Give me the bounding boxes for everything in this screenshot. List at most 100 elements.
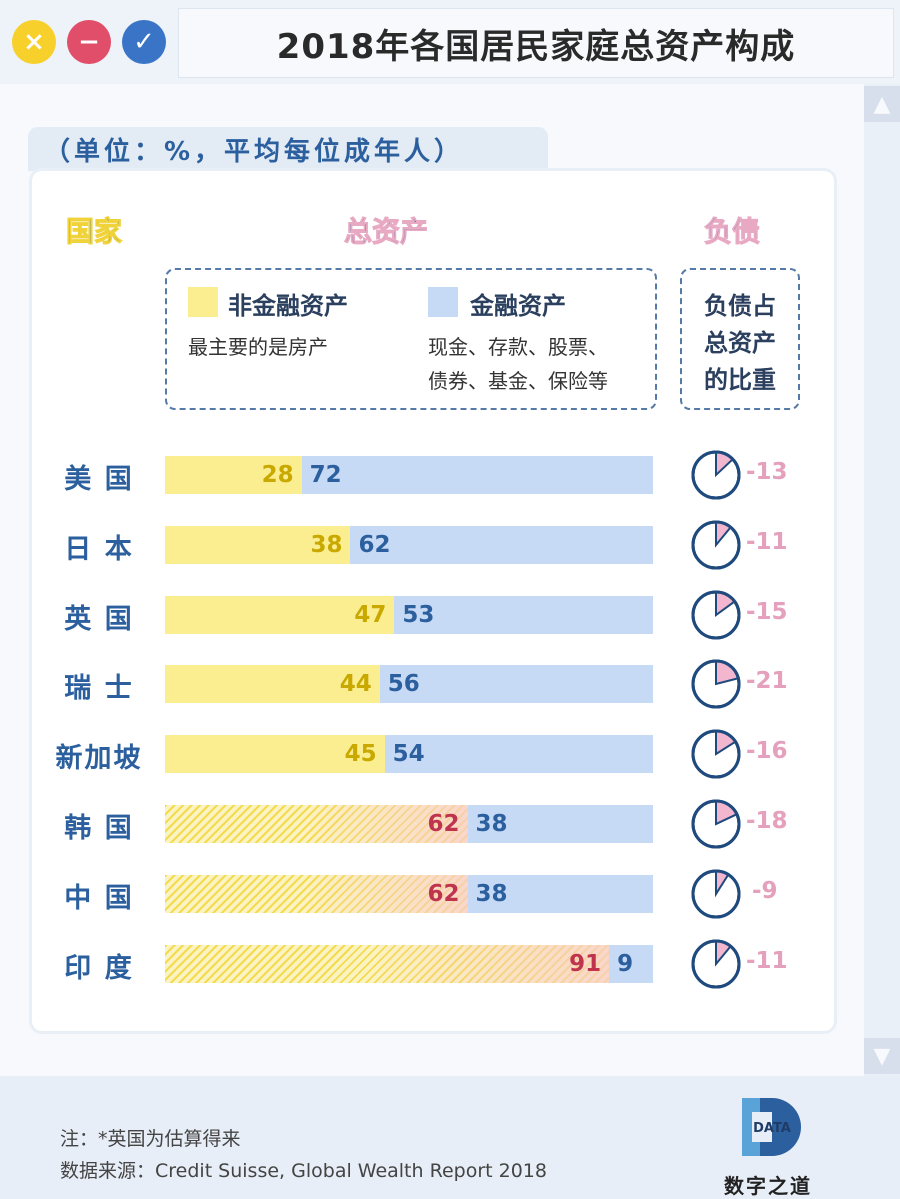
legend-debt-line3: 的比重 — [704, 366, 776, 394]
country-label: 美 国 — [64, 464, 134, 495]
value-label-nonfinancial: 38 — [310, 532, 343, 558]
legend-swatch-nonfinancial — [188, 287, 218, 317]
scroll-up-button[interactable]: ▲ — [864, 86, 900, 122]
debt-pie-outline — [691, 939, 741, 989]
close-icon: × — [23, 27, 45, 57]
debt-pie — [691, 799, 741, 849]
legend-financial-desc-2: 债券、基金、保险等 — [428, 369, 608, 393]
legend-assets-box — [165, 268, 657, 410]
header-country: 国家 — [65, 215, 123, 249]
country-label: 印 度 — [64, 953, 134, 984]
value-label-financial: 72 — [309, 462, 342, 488]
value-label-nonfinancial: 91 — [569, 951, 602, 977]
page-title: 2018年各国居民家庭总资产构成 — [178, 8, 894, 78]
bar-nonfinancial-highlight — [301, 875, 468, 913]
checkmark-icon: ✓ — [133, 27, 155, 57]
legend-debt-line2: 总资产 — [704, 329, 776, 357]
brand-name: 数字之道 — [724, 1174, 812, 1198]
footnote: 注：*英国为估算得来 — [60, 1128, 241, 1150]
unit-tab — [28, 127, 548, 171]
value-label-nonfinancial: 62 — [427, 881, 460, 907]
debt-value-label: -13 — [746, 459, 788, 485]
close-button[interactable]: × — [12, 20, 56, 64]
country-label: 英 国 — [64, 604, 134, 635]
legend-swatch-financial — [428, 287, 458, 317]
debt-pie — [691, 939, 741, 989]
bar-row: 44 56 — [165, 665, 653, 703]
value-label-financial: 38 — [475, 881, 508, 907]
bar-financial — [385, 735, 653, 773]
bar-row: 62 38 — [165, 875, 653, 913]
minimize-icon: − — [78, 27, 100, 57]
country-label: 日 本 — [64, 534, 134, 565]
arrow-down-icon: ▼ — [873, 1043, 891, 1069]
bar-nonfinancial — [165, 526, 351, 564]
logo-text: DATA — [753, 1121, 791, 1136]
scrollbar[interactable] — [864, 84, 900, 1076]
bar-nonfinancial-highlight — [364, 945, 610, 983]
debt-value-label: -11 — [746, 948, 788, 974]
bar-row: 47 53 — [165, 596, 653, 634]
debt-pie-outline — [691, 869, 741, 919]
scroll-down-button[interactable]: ▼ — [864, 1038, 900, 1074]
legend-debt-box — [680, 268, 800, 410]
bar-nonfinancial — [165, 596, 395, 634]
data-logo-icon: DATA — [742, 1098, 801, 1156]
legend-financial-label: 金融资产 — [470, 292, 566, 320]
debt-pie — [691, 450, 741, 500]
debt-value-label: -18 — [746, 808, 788, 834]
country-label: 瑞 士 — [64, 673, 134, 704]
debt-pie — [691, 590, 741, 640]
value-label-financial: 62 — [358, 532, 391, 558]
country-label: 韩 国 — [64, 813, 134, 844]
value-label-nonfinancial: 47 — [354, 602, 387, 628]
bar-financial — [302, 456, 653, 494]
debt-pie-outline — [691, 450, 741, 500]
debt-pie-outline — [691, 659, 741, 709]
value-label-financial: 53 — [402, 602, 435, 628]
bar-financial — [350, 526, 653, 564]
debt-value-label: -16 — [746, 738, 788, 764]
debt-value-label: -11 — [746, 529, 788, 555]
debt-pie-outline — [691, 520, 741, 570]
debt-pie-outline — [691, 729, 741, 779]
country-label: 中 国 — [64, 883, 134, 914]
debt-pie — [691, 659, 741, 709]
source-note: 数据来源：Credit Suisse, Global Wealth Report… — [60, 1160, 547, 1182]
bar-row: 91 9 — [165, 945, 653, 983]
debt-value-label: -9 — [752, 878, 778, 904]
header-total-assets: 总资产 — [343, 215, 429, 249]
bar-financial — [380, 665, 653, 703]
value-label-nonfinancial: 45 — [344, 741, 377, 767]
value-label-financial: 54 — [392, 741, 425, 767]
arrow-up-icon: ▲ — [873, 91, 891, 117]
bar-row: 62 38 — [165, 805, 653, 843]
confirm-button[interactable]: ✓ — [122, 20, 166, 64]
minimize-button[interactable]: − — [67, 20, 111, 64]
debt-pie-outline — [691, 799, 741, 849]
bar-row: 28 72 — [165, 456, 653, 494]
debt-pie — [691, 869, 741, 919]
debt-pie — [691, 729, 741, 779]
debt-value-label: -15 — [746, 599, 788, 625]
value-label-financial: 38 — [475, 811, 508, 837]
legend-nonfinancial-label: 非金融资产 — [228, 292, 348, 320]
value-label-financial: 9 — [617, 951, 634, 977]
bar-nonfinancial — [165, 456, 302, 494]
bar-nonfinancial — [165, 735, 385, 773]
header-debt: 负债 — [703, 215, 761, 249]
debt-pie-outline — [691, 590, 741, 640]
bar-row: 45 54 — [165, 735, 653, 773]
debt-pie — [691, 520, 741, 570]
legend-nonfinancial-desc: 最主要的是房产 — [188, 335, 328, 359]
bar-nonfinancial — [165, 665, 380, 703]
value-label-nonfinancial: 62 — [427, 811, 460, 837]
legend-financial-desc-1: 现金、存款、股票、 — [428, 335, 608, 359]
debt-value-label: -21 — [746, 668, 788, 694]
legend-debt-line1: 负债占 — [704, 292, 776, 320]
value-label-nonfinancial: 44 — [339, 671, 372, 697]
value-label-financial: 56 — [387, 671, 420, 697]
unit-note: （单位：%，平均每位成年人） — [44, 137, 465, 167]
bar-row: 38 62 — [165, 526, 653, 564]
bar-nonfinancial-highlight — [301, 805, 468, 843]
